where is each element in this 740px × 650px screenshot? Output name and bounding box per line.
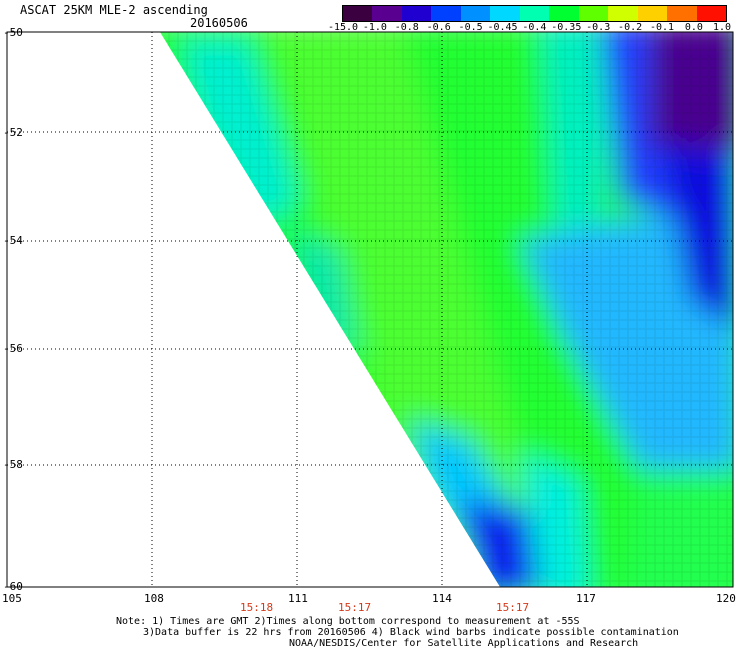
colorbar-segment bbox=[696, 6, 727, 21]
colorbar-label: -0.5 bbox=[458, 22, 483, 33]
colorbar-label: -0.6 bbox=[426, 22, 451, 33]
measurement-time: 15:17 bbox=[338, 601, 372, 614]
colorbar-label: -0.2 bbox=[618, 22, 643, 33]
footer-note-1: Note: 1) Times are GMT 2)Times along bot… bbox=[116, 616, 580, 627]
colorbar-segment bbox=[549, 6, 580, 21]
colorbar-label: -15.0 bbox=[327, 22, 359, 33]
lon-tick-label: 117 bbox=[576, 592, 596, 605]
lon-tick-label: 108 bbox=[144, 592, 164, 605]
footer-note-2: 3)Data buffer is 22 hrs from 20160506 4)… bbox=[143, 627, 679, 638]
lat-tick-label: -60 bbox=[3, 580, 23, 593]
colorbar-label: -0.1 bbox=[649, 22, 675, 33]
lon-tick-label: 105 bbox=[2, 592, 22, 605]
swath-data bbox=[160, 32, 733, 587]
lat-tick-label: -52 bbox=[3, 126, 23, 139]
colorbar-segment bbox=[372, 6, 403, 21]
colorbar-label: -0.8 bbox=[394, 22, 419, 33]
product-title: ASCAT 25KM MLE-2 ascending bbox=[20, 3, 208, 17]
colorbar-label: -0.3 bbox=[586, 22, 611, 33]
colorbar-segment bbox=[637, 6, 668, 21]
colorbar-segment bbox=[490, 6, 521, 21]
colorbar-segment bbox=[608, 6, 639, 21]
colorbar-label: -0.45 bbox=[487, 22, 518, 33]
lat-tick-label: -56 bbox=[3, 342, 23, 355]
plot-frame bbox=[6, 31, 734, 588]
colorbar-segment bbox=[343, 6, 373, 21]
lon-tick-label: 120 bbox=[716, 592, 736, 605]
colorbar-segment bbox=[578, 6, 609, 21]
colorbar-segment bbox=[519, 6, 550, 21]
lon-tick-label: 111 bbox=[288, 592, 308, 605]
colorbar-segment bbox=[401, 6, 432, 21]
footer-credit: NOAA/NESDIS/Center for Satellite Applica… bbox=[289, 638, 639, 649]
colorbar-label: 0.0 bbox=[684, 22, 703, 33]
colorbar-segment bbox=[667, 6, 698, 21]
lat-tick-label: -54 bbox=[3, 234, 23, 247]
colorbar-label: -0.4 bbox=[522, 22, 547, 33]
colorbar-segment bbox=[460, 6, 491, 21]
measurement-time: 15:18 bbox=[240, 601, 274, 614]
colorbar-segment bbox=[431, 6, 462, 21]
colorbar-label: -1.0 bbox=[362, 22, 387, 33]
colorbar-label: 1.0 bbox=[712, 22, 732, 33]
colorbar bbox=[342, 5, 727, 22]
product-date: 20160506 bbox=[190, 16, 248, 30]
lon-tick-label: 114 bbox=[432, 592, 452, 605]
lat-tick-label: -58 bbox=[3, 458, 23, 471]
measurement-time: 15:17 bbox=[496, 601, 530, 614]
lat-tick-label: -50 bbox=[3, 26, 23, 39]
colorbar-label: -0.35 bbox=[551, 22, 582, 33]
